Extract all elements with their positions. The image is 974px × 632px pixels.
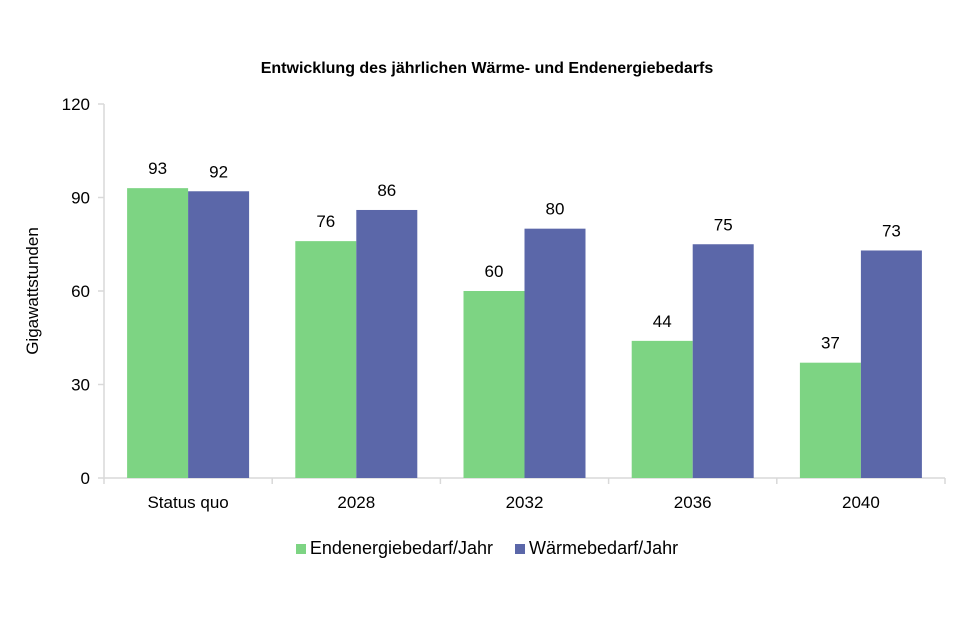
legend: Endenergiebedarf/Jahr Wärmebedarf/Jahr [0,538,974,559]
data-label: 44 [653,312,672,331]
legend-label: Wärmebedarf/Jahr [529,538,679,558]
legend-item-waermebedarf: Wärmebedarf/Jahr [515,538,678,559]
bar [356,209,418,478]
data-label: 75 [714,215,733,234]
bar [860,250,922,478]
data-label: 37 [821,334,840,353]
legend-label: Endenergiebedarf/Jahr [309,538,494,558]
legend-item-endenergie: Endenergiebedarf/Jahr [295,538,494,559]
data-label: 86 [377,181,396,200]
y-tick-label: 60 [71,282,90,301]
bar [631,340,693,478]
bar [692,244,754,478]
data-label: 76 [316,212,335,231]
x-tick-label: 2028 [337,493,375,512]
bar [127,188,189,478]
x-tick-label: 2036 [674,493,712,512]
bar [524,228,586,478]
legend-swatch [515,543,526,554]
x-tick-label: 2040 [842,493,880,512]
bar [799,362,861,478]
bar [463,291,525,478]
y-tick-label: 30 [71,376,90,395]
y-tick-label: 120 [62,95,90,114]
y-axis-label: Gigawattstunden [23,227,42,355]
data-label: 80 [546,200,565,219]
bar [188,191,250,478]
y-tick-label: 0 [81,469,90,488]
data-label: 92 [209,162,228,181]
x-tick-label: 2032 [506,493,544,512]
y-tick-label: 90 [71,189,90,208]
data-label: 93 [148,159,167,178]
legend-swatch [295,543,306,554]
x-tick-label: Status quo [147,493,228,512]
data-label: 73 [882,221,901,240]
chart-title: Entwicklung des jährlichen Wärme- und En… [260,60,714,77]
data-label: 60 [485,262,504,281]
bar [295,241,357,478]
